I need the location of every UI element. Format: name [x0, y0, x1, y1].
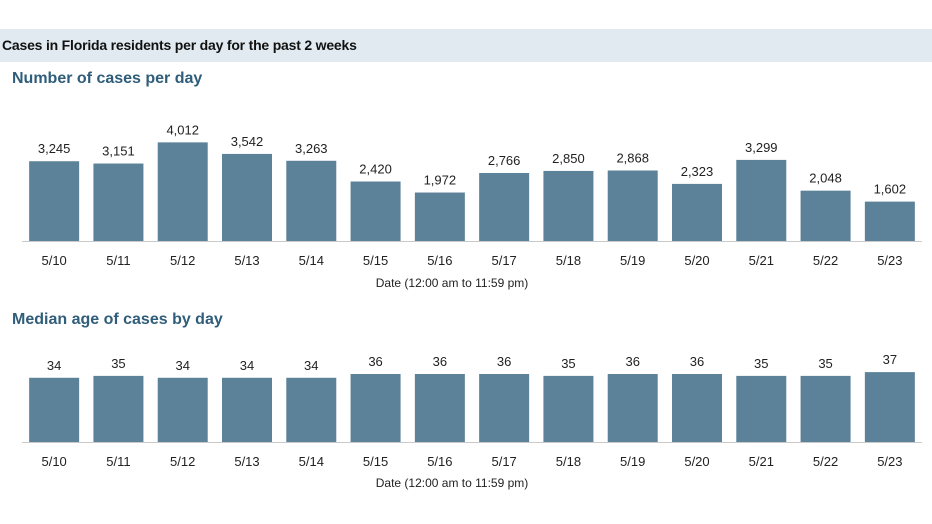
x-tick-label: 5/13	[234, 253, 259, 268]
x-tick-label: 5/15	[363, 253, 388, 268]
x-tick-label: 5/17	[491, 253, 516, 268]
bar	[864, 201, 915, 241]
data-label: 34	[304, 358, 318, 373]
x-tick-label: 5/12	[170, 253, 195, 268]
x-tick-label: 5/22	[813, 454, 838, 469]
x-tick-label: 5/10	[41, 454, 66, 469]
x-axis-title: Date (12:00 am to 11:59 pm)	[376, 476, 529, 490]
bar	[800, 190, 851, 241]
bar	[864, 372, 915, 442]
bar	[29, 377, 80, 442]
page-title: Cases in Florida residents per day for t…	[2, 37, 357, 53]
bar	[607, 374, 658, 442]
x-axis-title: Date (12:00 am to 11:59 pm)	[376, 276, 529, 290]
bar	[414, 374, 465, 442]
x-tick-label: 5/15	[363, 454, 388, 469]
x-tick-label: 5/19	[620, 253, 645, 268]
data-label: 2,766	[488, 153, 521, 168]
data-label: 36	[625, 354, 639, 369]
data-label: 34	[175, 358, 189, 373]
data-label: 3,542	[231, 134, 264, 149]
x-tick-label: 5/16	[427, 253, 452, 268]
x-tick-label: 5/23	[877, 454, 902, 469]
x-tick-label: 5/13	[234, 454, 259, 469]
data-label: 3,299	[745, 140, 778, 155]
bar	[93, 163, 144, 241]
x-tick-label: 5/22	[813, 253, 838, 268]
x-tick-label: 5/21	[749, 253, 774, 268]
bar	[286, 160, 337, 241]
x-tick-label: 5/20	[684, 454, 709, 469]
bar	[414, 192, 465, 241]
data-label: 2,323	[681, 164, 714, 179]
bar	[350, 181, 401, 241]
bar	[157, 377, 208, 442]
bar	[543, 375, 594, 442]
bar	[736, 159, 787, 241]
data-label: 35	[111, 356, 125, 371]
data-label: 2,868	[616, 150, 649, 165]
x-tick-label: 5/23	[877, 253, 902, 268]
data-label: 2,048	[809, 171, 842, 186]
chart-title-median-age: Median age of cases by day	[12, 311, 223, 328]
x-tick-label: 5/11	[106, 253, 130, 268]
x-tick-label: 5/20	[684, 253, 709, 268]
data-label: 36	[690, 354, 704, 369]
data-label: 1,972	[424, 173, 457, 188]
bar	[93, 375, 144, 442]
data-label: 3,151	[102, 144, 135, 159]
bar	[157, 142, 208, 241]
median-age-bar-chart: 34 5/10 35 5/11 34 5/12 34 5/13 34 5/14 36 5/15 36 5/…	[22, 352, 922, 490]
bar	[350, 374, 401, 442]
x-tick-label: 5/11	[106, 454, 130, 469]
x-tick-label: 5/12	[170, 454, 195, 469]
x-tick-label: 5/19	[620, 454, 645, 469]
data-label: 34	[240, 358, 254, 373]
data-label: 35	[818, 356, 832, 371]
header-band	[0, 29, 932, 62]
bar	[222, 153, 272, 241]
data-label: 2,850	[552, 151, 585, 166]
bar	[479, 173, 530, 241]
bar	[479, 374, 530, 442]
x-tick-label: 5/17	[491, 454, 516, 469]
bar	[607, 170, 658, 241]
data-label: 2,420	[359, 162, 392, 177]
data-label: 35	[754, 356, 768, 371]
data-label: 37	[883, 352, 897, 367]
data-label: 3,263	[295, 141, 328, 156]
x-tick-label: 5/10	[41, 253, 66, 268]
data-label: 1,602	[874, 182, 907, 197]
bar	[29, 161, 80, 241]
data-label: 34	[47, 358, 61, 373]
x-tick-label: 5/14	[299, 253, 324, 268]
bar	[222, 377, 272, 442]
data-label: 36	[368, 354, 382, 369]
bar	[543, 170, 594, 241]
data-label: 3,245	[38, 141, 71, 156]
chart-title-cases: Number of cases per day	[12, 70, 203, 87]
cases-bar-chart: 3,245 5/10 3,151 5/11 4,012 5/12 3,542 5/13 3,26…	[22, 122, 922, 290]
bar	[736, 375, 787, 442]
x-tick-label: 5/21	[749, 454, 774, 469]
bar	[672, 374, 722, 442]
data-label: 36	[497, 354, 511, 369]
bar	[672, 183, 722, 241]
x-tick-label: 5/18	[556, 253, 581, 268]
x-tick-label: 5/18	[556, 454, 581, 469]
data-label: 35	[561, 356, 575, 371]
bar	[286, 377, 337, 442]
x-tick-label: 5/16	[427, 454, 452, 469]
data-label: 4,012	[166, 122, 199, 137]
bar	[800, 375, 851, 442]
x-tick-label: 5/14	[299, 454, 324, 469]
data-label: 36	[433, 354, 447, 369]
